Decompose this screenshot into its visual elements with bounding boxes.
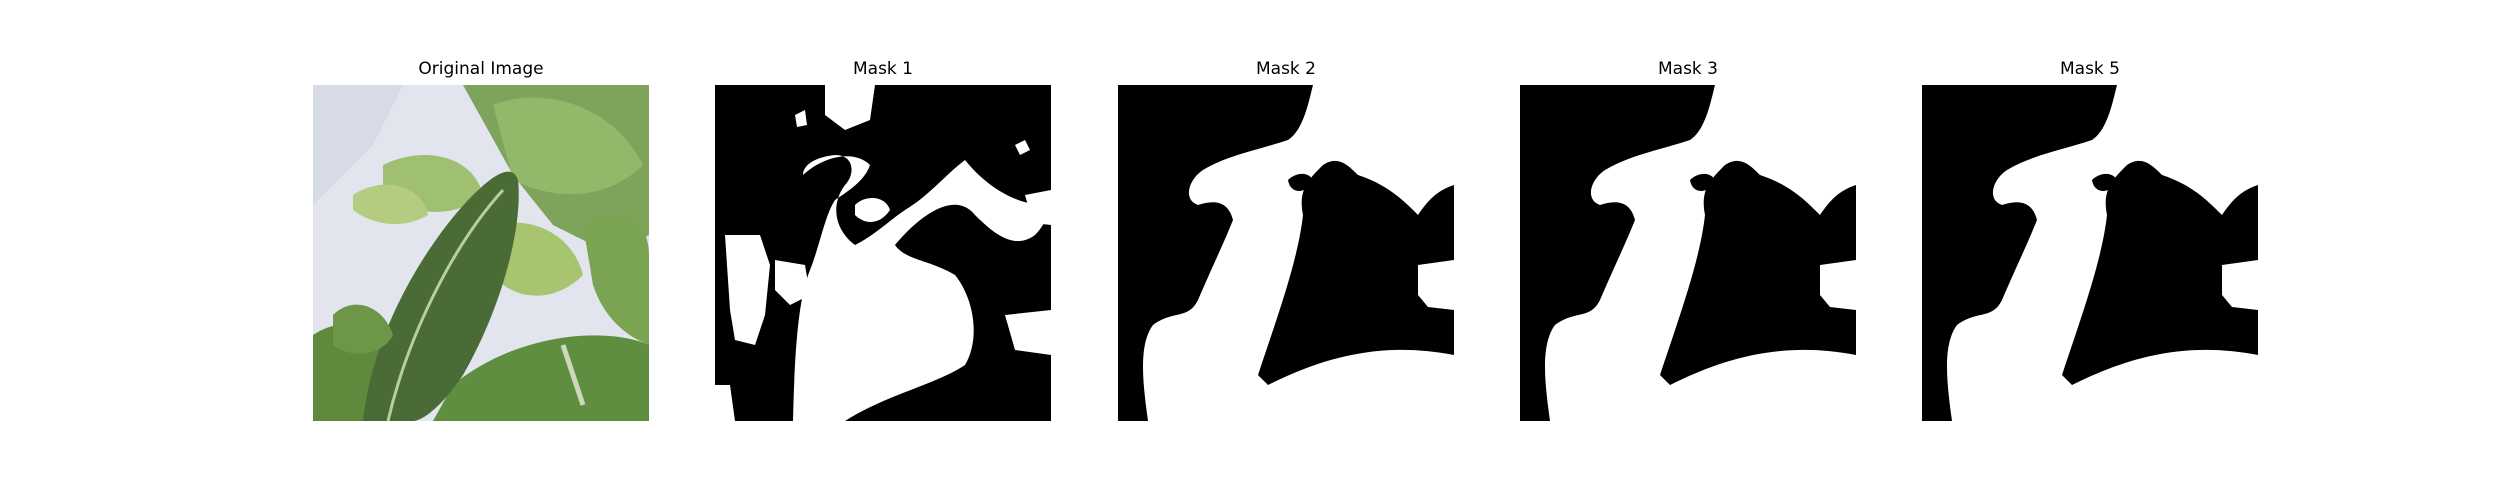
mask-2-image — [1118, 85, 1454, 421]
panel-title-original-image: Original Image — [418, 59, 544, 79]
mask-1-image — [715, 85, 1051, 421]
panel-title-mask-2: Mask 2 — [1255, 59, 1316, 79]
mask-3-image — [1520, 85, 1856, 421]
original-image — [313, 85, 649, 421]
panel-title-mask-1: Mask 1 — [852, 59, 913, 79]
mask-2-binary — [1118, 85, 1454, 421]
mask-5-image — [1922, 85, 2258, 421]
mask-1-binary — [715, 85, 1051, 421]
panel-title-mask-5: Mask 5 — [2059, 59, 2120, 79]
mask-3-binary — [1520, 85, 1856, 421]
mask-5-binary — [1922, 85, 2258, 421]
plant-photo — [313, 85, 649, 421]
panel-title-mask-3: Mask 3 — [1657, 59, 1718, 79]
